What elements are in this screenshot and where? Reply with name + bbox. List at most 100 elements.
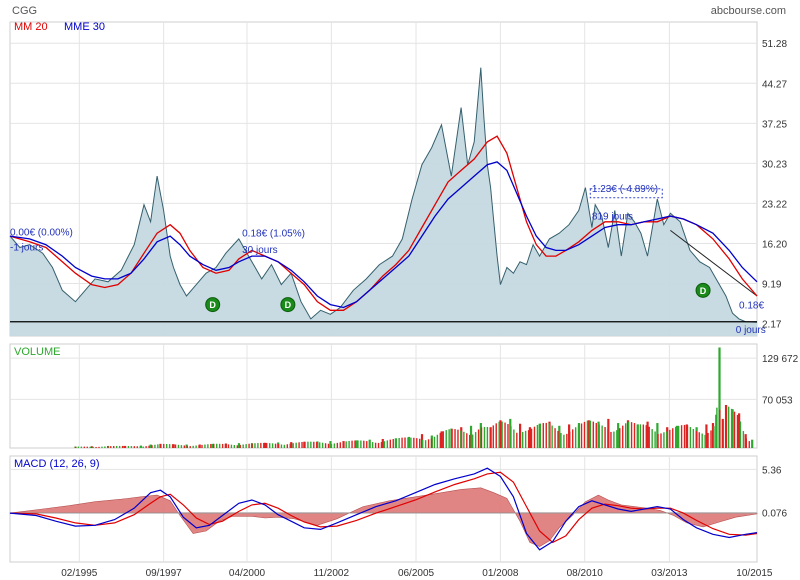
volume-bar <box>516 432 518 448</box>
price-tick-label: 37.25 <box>762 119 787 130</box>
volume-bar <box>283 444 286 448</box>
volume-bar <box>118 445 121 448</box>
volume-bar <box>527 430 530 448</box>
volume-bar <box>738 413 741 448</box>
macd-tick-label: 0.076 <box>762 508 787 519</box>
volume-bar <box>366 441 368 448</box>
volume-bar <box>507 424 509 448</box>
volume-bar <box>698 432 700 448</box>
volume-bar <box>395 438 397 448</box>
volume-bar <box>392 439 394 448</box>
volume-bar <box>257 443 259 448</box>
volume-bar <box>499 420 502 448</box>
volume-bar <box>218 443 221 448</box>
volume-bar <box>80 446 83 448</box>
volume-bar <box>636 424 639 448</box>
volume-bar <box>651 429 653 448</box>
dividend-label: D <box>209 300 216 310</box>
volume-horizontal-grid <box>10 357 757 400</box>
volume-bar <box>545 422 547 448</box>
volume-bar <box>216 443 218 448</box>
dividend-dot <box>205 297 221 313</box>
volume-bar <box>569 431 571 448</box>
volume-bar <box>363 440 365 448</box>
volume-bar <box>121 445 124 448</box>
volume-bar <box>336 442 339 448</box>
volume-bar <box>333 443 336 448</box>
volume-bar <box>148 445 150 448</box>
volume-bar <box>274 443 277 448</box>
macd-tick-label: 5.36 <box>762 465 782 476</box>
volume-bar <box>442 431 444 448</box>
volume-bar <box>630 422 633 448</box>
volume-bar <box>572 429 574 448</box>
volume-bar <box>466 433 468 448</box>
volume-bar <box>351 440 353 448</box>
volume-bar <box>248 443 250 448</box>
volume-bar <box>77 446 80 448</box>
volume-bar <box>321 442 324 448</box>
volume-bar <box>280 444 283 448</box>
volume-bar <box>513 429 515 448</box>
volume-bar <box>413 437 415 448</box>
volume-bar <box>298 442 300 448</box>
volume-bar <box>718 347 721 448</box>
volume-bar <box>536 424 539 448</box>
volume-bar <box>348 440 350 448</box>
volume-bar <box>369 441 371 448</box>
volume-bar <box>551 425 553 448</box>
measure-annotation: 0 jours <box>736 325 766 336</box>
dividend-dot <box>280 297 296 313</box>
volume-bar <box>705 424 708 448</box>
volume-bar <box>101 446 103 448</box>
volume-bar <box>451 428 453 448</box>
volume-bar <box>622 425 624 448</box>
volume-bar <box>74 446 77 448</box>
volume-bar <box>663 432 665 448</box>
volume-bar <box>680 425 683 448</box>
volume-bar <box>704 435 706 448</box>
volume-bar <box>277 444 280 448</box>
x-tick-label: 06/2005 <box>398 568 435 579</box>
volume-bar <box>124 445 127 448</box>
volume-bar <box>722 419 724 448</box>
volume-bar <box>587 420 590 448</box>
volume-bar <box>683 424 686 448</box>
x-tick-label: 03/2013 <box>651 568 688 579</box>
volume-bar <box>115 445 118 448</box>
macd-line <box>9 467 758 551</box>
volume-bar <box>739 421 742 448</box>
mme30-line <box>9 161 758 309</box>
volume-bar <box>245 444 247 448</box>
volume-bar <box>675 425 679 448</box>
volume-bar <box>733 411 736 448</box>
volume-bar <box>489 427 492 448</box>
volume-bar <box>236 445 239 448</box>
volume-bar <box>613 431 615 448</box>
dividend-label: D <box>285 300 292 310</box>
volume-bar <box>374 442 377 448</box>
volume-tick-label: 70 053 <box>762 395 793 406</box>
volume-bar <box>716 407 718 448</box>
volume-bar <box>204 444 206 448</box>
volume-bar <box>598 424 600 448</box>
volume-bar <box>410 437 412 448</box>
x-tick-label: 08/2010 <box>567 568 604 579</box>
volume-bar <box>421 439 424 448</box>
measure-annotation: 30 jours <box>242 245 278 256</box>
volume-bar <box>610 431 612 448</box>
volume-bar <box>558 425 561 448</box>
volume-bar <box>221 443 224 448</box>
volume-bar <box>660 433 662 448</box>
volume-bar <box>210 443 212 448</box>
volume-bar <box>639 424 642 448</box>
volume-bar <box>492 425 494 448</box>
volume-bar <box>171 444 174 448</box>
volume-bar <box>177 444 180 448</box>
volume-bar <box>301 441 303 448</box>
volume-bar <box>130 446 133 448</box>
volume-bar <box>642 424 645 448</box>
measure-annotation: 1.23€ (-4.89%) <box>592 184 658 195</box>
